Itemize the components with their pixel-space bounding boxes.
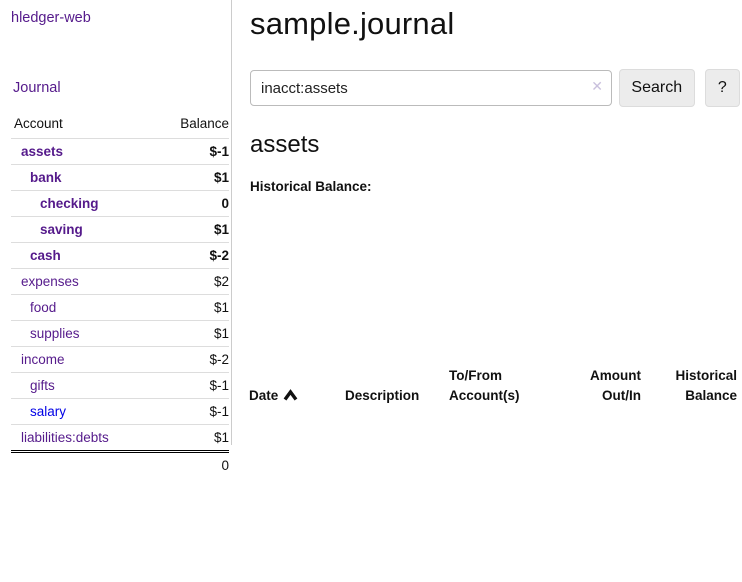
sort-asc-icon [283,389,298,401]
account-row: food $1 [11,294,229,321]
account-row: salary $-1 [11,398,229,425]
account-row: supplies $1 [11,320,229,347]
account-link[interactable]: supplies [30,326,80,341]
account-row: checking 0 [11,190,229,217]
accounts-header-account: Account [14,116,63,131]
account-link[interactable]: liabilities:debts [21,430,109,445]
register-table: Date Description To/From Account(s) Amou… [244,362,742,413]
account-link[interactable]: cash [30,248,61,263]
account-balance: $2 [153,268,229,295]
account-balance: $1 [153,424,229,452]
account-row: assets $-1 [11,138,229,165]
account-link[interactable]: assets [21,144,64,159]
main-content: sample.journal ✕ Search ? assets Histori… [234,0,742,413]
accounts-table-body: assets $-1 bank $1 checking 0 saving $1 cash $-2 e… [11,138,229,452]
account-link[interactable]: gifts [30,378,55,393]
account-row: cash $-2 [11,242,229,269]
help-button[interactable]: ? [704,69,740,107]
account-row: gifts $-1 [11,372,229,399]
account-link[interactable]: saving [40,222,83,237]
search-button[interactable]: Search [619,69,695,107]
historical-balance-chart[interactable] [248,201,708,348]
clear-search-icon[interactable]: ✕ [591,78,603,94]
account-link[interactable]: bank [30,170,62,185]
chart-title: Historical Balance: [250,179,372,194]
account-link[interactable]: expenses [21,274,79,289]
account-row: liabilities:debts $1 [11,424,229,452]
accounts-header-balance: Balance [180,116,229,131]
accounts-total-value: 0 [153,450,229,478]
accounts-total-row: 0 [11,450,229,478]
account-balance: $1 [153,294,229,321]
account-link[interactable]: checking [40,196,99,211]
account-balance: $-1 [153,138,229,165]
sidebar: hledger-web Journal Account Balance asse… [0,0,232,478]
page-title: sample.journal [250,6,455,41]
register-header-balance: Historical Balance [675,368,737,404]
account-link[interactable]: income [21,352,65,367]
account-balance: $1 [153,216,229,243]
account-row: saving $1 [11,216,229,243]
search-input-wrap: ✕ [250,70,612,106]
account-balance: $-2 [153,346,229,373]
search-input[interactable] [250,70,612,106]
account-heading: assets [250,131,320,158]
account-link[interactable]: food [30,300,57,315]
search-bar: ✕ Search ? [250,69,740,107]
sidebar-item-journal[interactable]: Journal [13,80,61,96]
account-balance: $-1 [153,398,229,425]
register-header-amount: Amount Out/In [590,368,641,404]
account-balance: $1 [153,320,229,347]
account-balance: 0 [153,190,229,217]
account-link[interactable]: salary [30,404,67,419]
account-row: expenses $2 [11,268,229,295]
account-balance: $-1 [153,372,229,399]
register-header-date[interactable]: Date [244,362,340,413]
account-row: income $-2 [11,346,229,373]
register-header-description: Description [345,388,420,404]
account-balance: $1 [153,164,229,191]
accounts-table: Account Balance assets $-1 bank $1 checking 0… [11,112,229,478]
account-row: bank $1 [11,164,229,191]
account-balance: $-2 [153,242,229,269]
app-title-link[interactable]: hledger-web [11,10,91,26]
register-header-accounts: To/From Account(s) [449,368,520,404]
